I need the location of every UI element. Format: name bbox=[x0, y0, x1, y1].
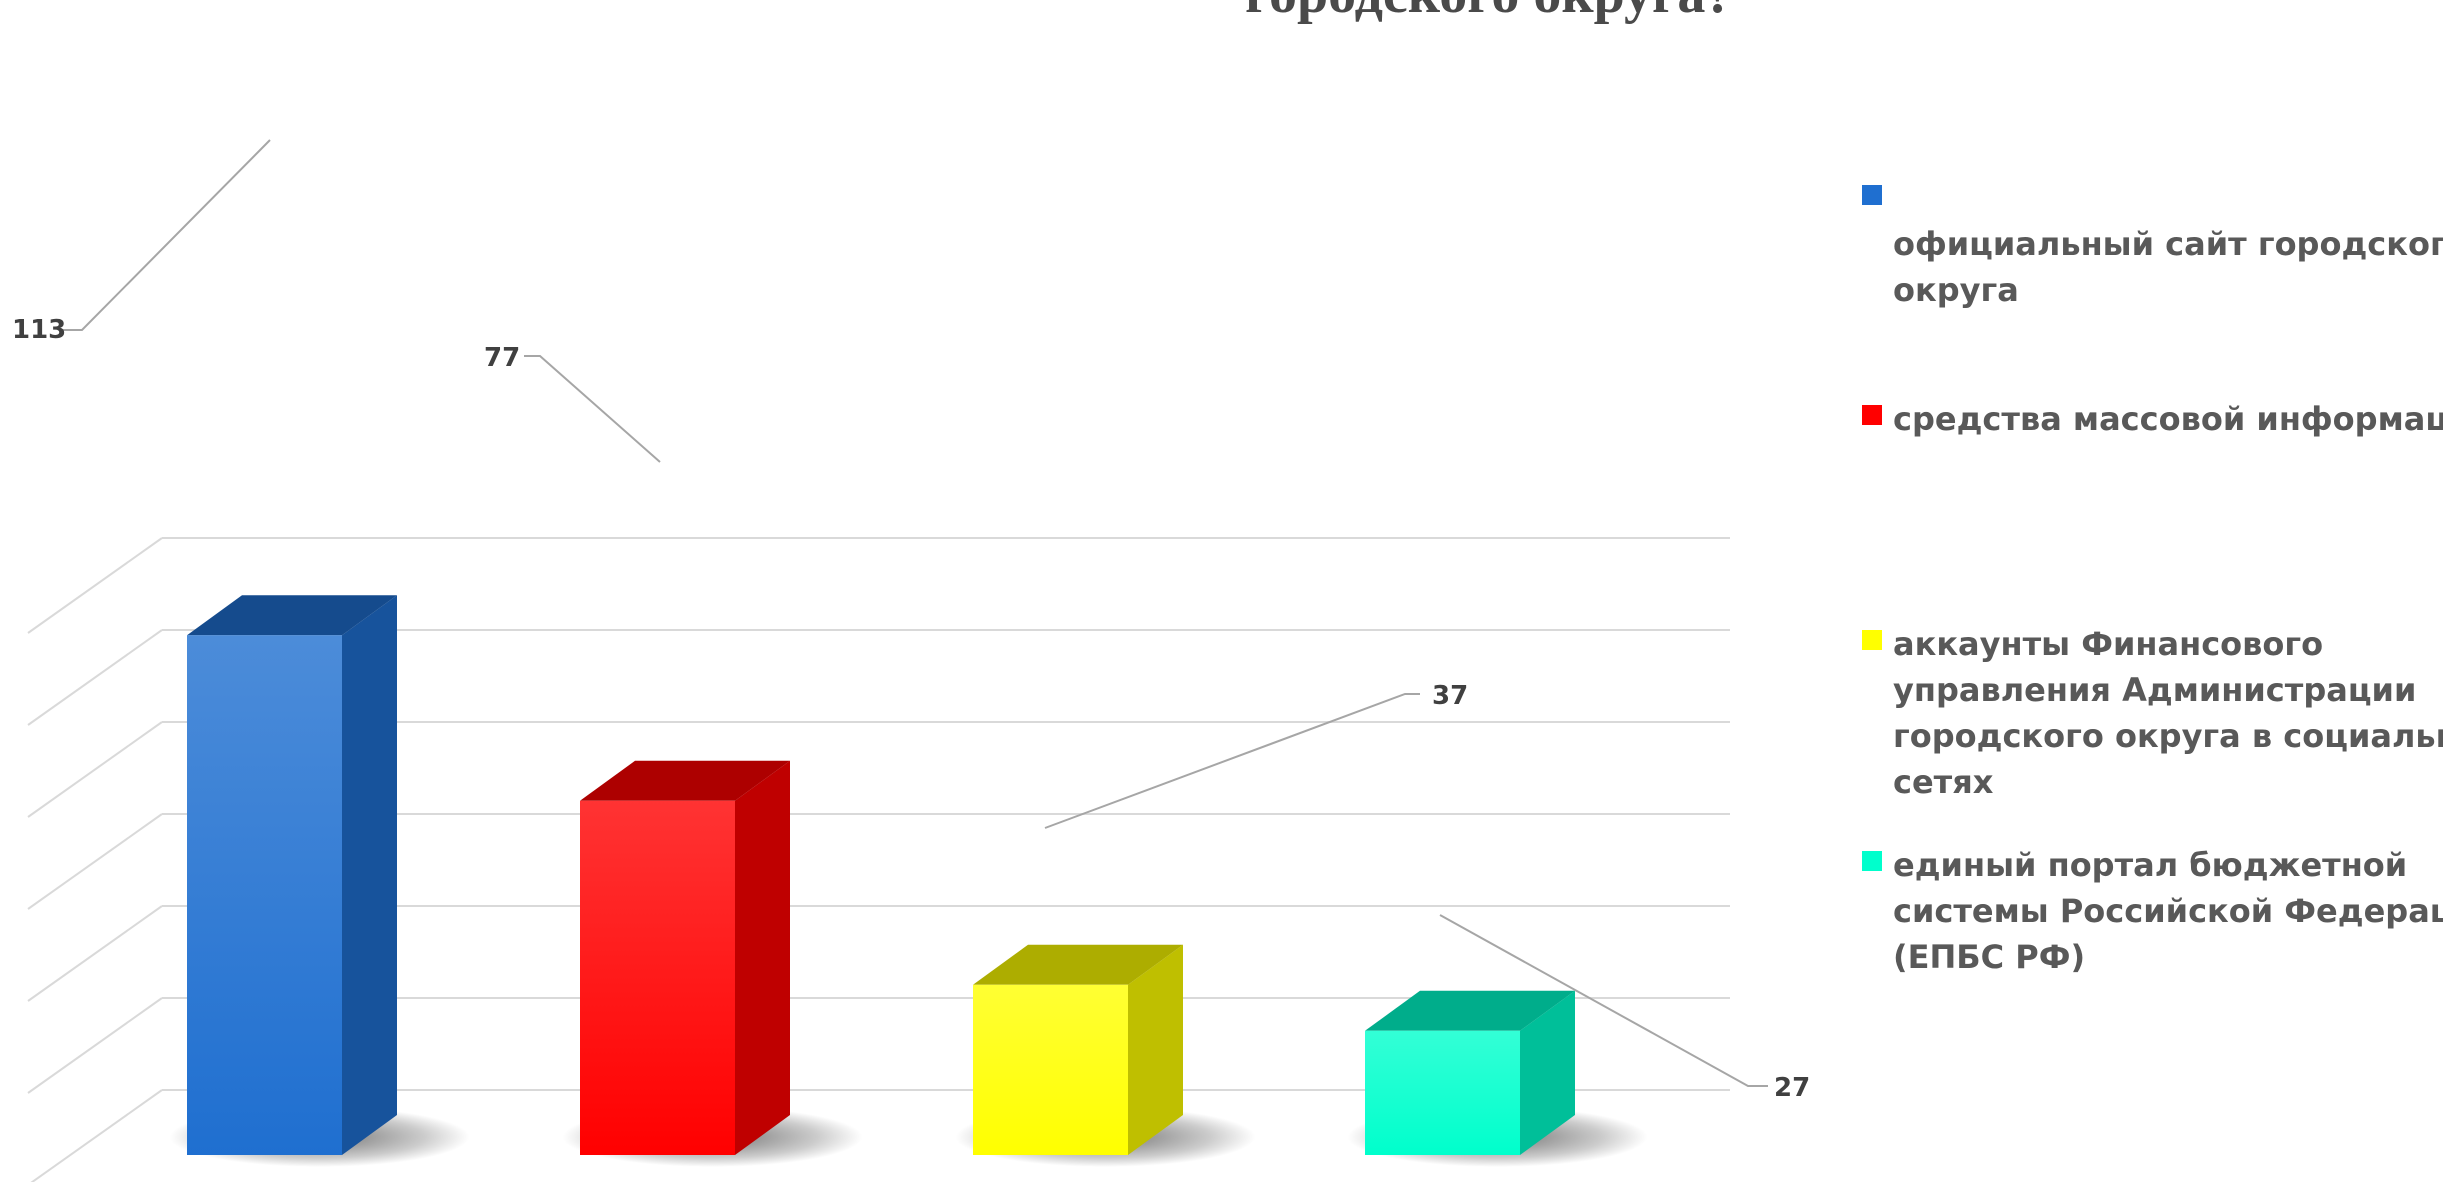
data-label: 113 bbox=[12, 315, 66, 345]
chart-title: городского округа? bbox=[1245, 0, 1733, 25]
legend: официальный сайт городского округа средств… bbox=[1862, 185, 2443, 976]
bar-side bbox=[342, 595, 397, 1155]
legend-label: системы Российской Федерации bbox=[1893, 892, 2443, 930]
gridline-side bbox=[27, 905, 163, 1002]
legend-label: сетях bbox=[1893, 763, 1994, 801]
gridline-side bbox=[30, 1089, 163, 1182]
legend-label: (ЕПБС РФ) bbox=[1893, 938, 2085, 976]
legend-label: единый портал бюджетной bbox=[1893, 846, 2407, 884]
data-labels: 113 77 37 27 bbox=[12, 139, 1810, 1103]
data-label: 37 bbox=[1432, 681, 1468, 711]
leader-line bbox=[62, 139, 271, 331]
gridline-side bbox=[27, 721, 163, 818]
bar-top bbox=[187, 595, 397, 636]
gridline-side bbox=[27, 629, 163, 726]
legend-label: аккаунты Финансового bbox=[1893, 625, 2323, 663]
leader-line bbox=[524, 355, 661, 463]
bar bbox=[580, 800, 735, 1155]
legend-label: округа bbox=[1893, 271, 2019, 309]
gridline-side bbox=[27, 813, 163, 910]
legend-label: городского округа в социальных bbox=[1893, 717, 2443, 755]
bar bbox=[187, 635, 342, 1155]
bar-top bbox=[1365, 990, 1575, 1031]
bar-side bbox=[1128, 944, 1183, 1155]
data-label: 27 bbox=[1774, 1073, 1810, 1103]
leader-line bbox=[1044, 693, 1420, 829]
legend-label: средства массовой информации bbox=[1893, 400, 2443, 438]
legend-swatch bbox=[1862, 405, 1882, 425]
bar bbox=[1365, 1030, 1520, 1155]
legend-swatch bbox=[1862, 630, 1882, 650]
gridline-side bbox=[27, 537, 163, 634]
gridline-side bbox=[27, 997, 163, 1094]
bar-side bbox=[1520, 990, 1575, 1155]
bar-top bbox=[973, 944, 1183, 985]
legend-swatch bbox=[1862, 185, 1882, 205]
data-label: 77 bbox=[484, 343, 520, 373]
bar bbox=[973, 984, 1128, 1155]
grid bbox=[27, 537, 1730, 1182]
legend-label: управления Администрации bbox=[1893, 671, 2416, 709]
legend-label: официальный сайт городского bbox=[1893, 225, 2443, 263]
bar-side bbox=[735, 760, 790, 1155]
leader-line bbox=[1439, 914, 1768, 1087]
bars bbox=[187, 595, 1575, 1155]
legend-swatch bbox=[1862, 851, 1882, 871]
bar-top bbox=[580, 760, 790, 801]
